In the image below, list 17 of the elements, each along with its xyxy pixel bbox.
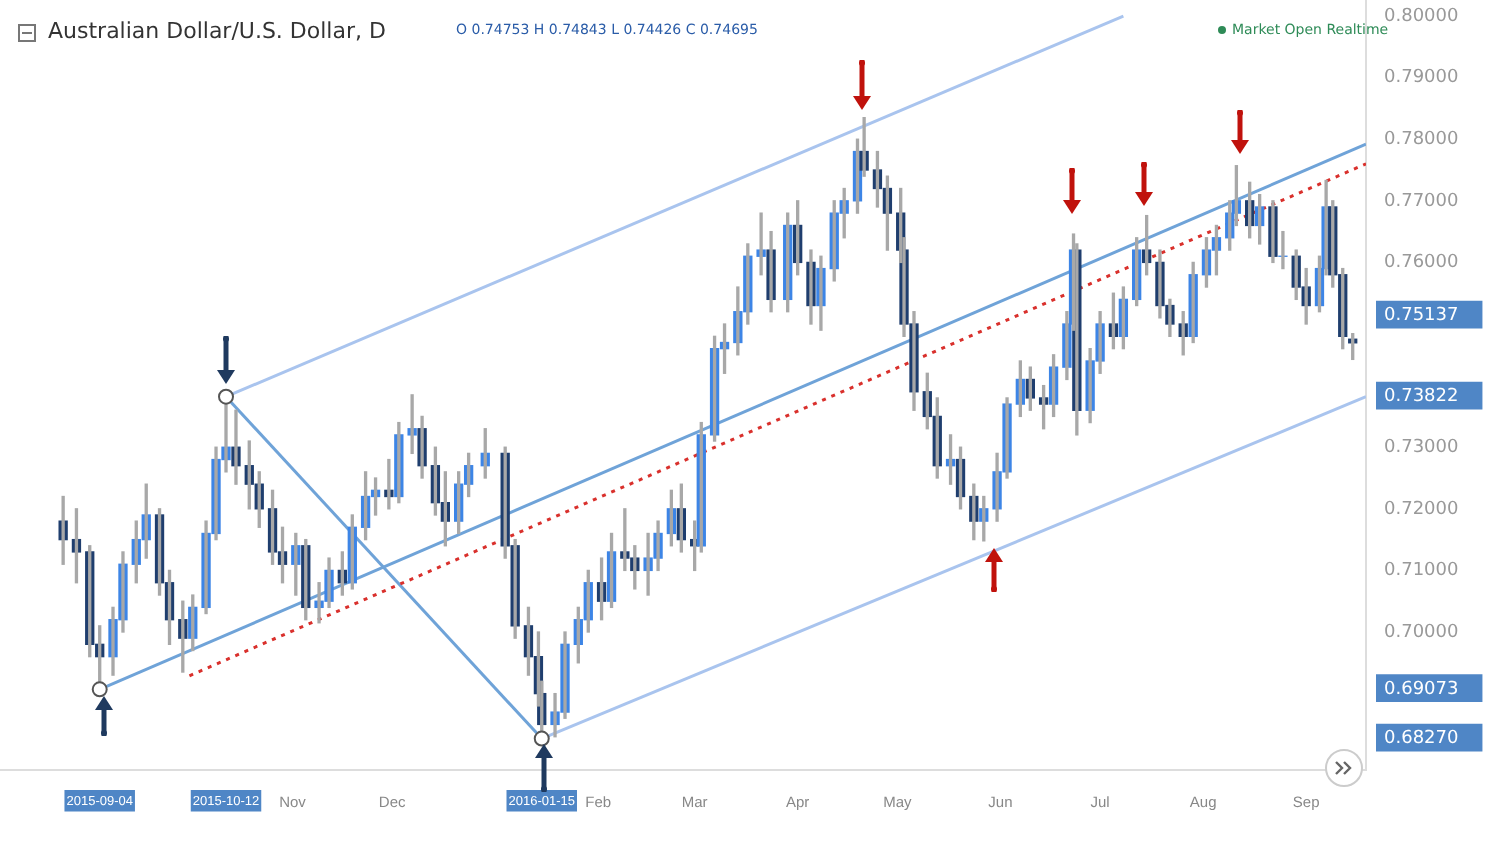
y-tick-label: 0.68270: [1384, 729, 1459, 750]
y-tick-label: 0.69073: [1384, 679, 1459, 700]
point: [91, 681, 108, 698]
y-tick-label: 0.72000: [1384, 499, 1459, 520]
y-tick-label: 0.79000: [1384, 68, 1459, 89]
y-tick-label: 0.70000: [1384, 622, 1459, 643]
point: [533, 730, 550, 747]
point: [218, 388, 235, 405]
y-tick-label: 0.73822: [1384, 387, 1459, 408]
y-tick-label: 0.76000: [1384, 253, 1459, 274]
y-tick-label: 0.77000: [1384, 191, 1459, 212]
text: Australian Dollar/U.S. Dollar, D: [48, 18, 386, 44]
y-tick-label: 0.71000: [1384, 561, 1459, 582]
y-tick-label: 0.73000: [1384, 437, 1459, 458]
y-tick-label: 0.75137: [1384, 306, 1459, 327]
y-tick-label: 0.78000: [1384, 129, 1459, 150]
y-tick-label: 0.80000: [1384, 6, 1459, 27]
